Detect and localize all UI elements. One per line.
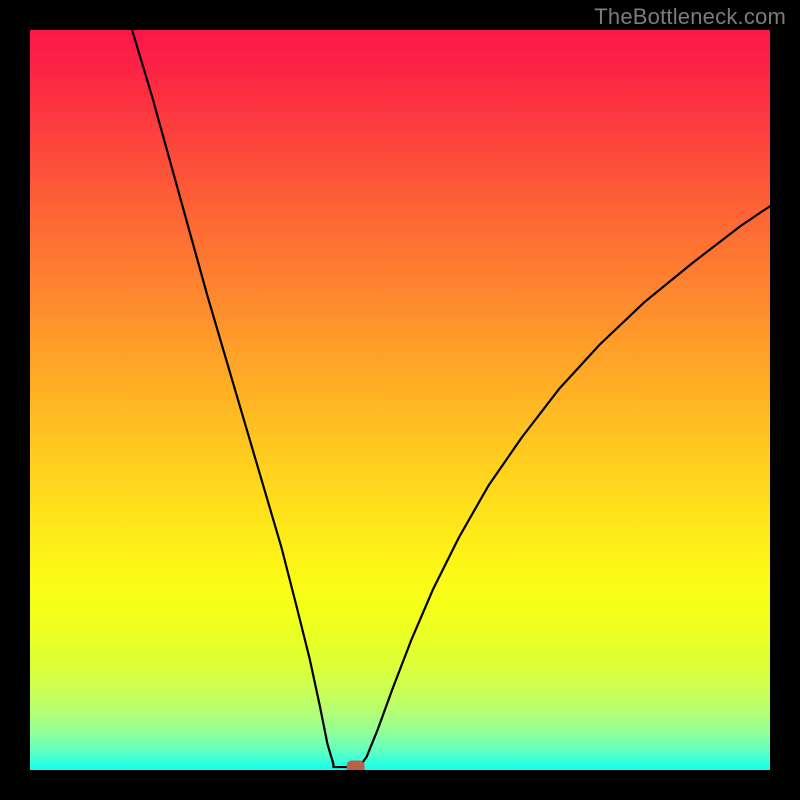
plot-background-gradient bbox=[30, 30, 770, 770]
watermark-text: TheBottleneck.com bbox=[594, 4, 786, 30]
chart-container: TheBottleneck.com bbox=[0, 0, 800, 800]
bottleneck-chart bbox=[0, 0, 800, 800]
